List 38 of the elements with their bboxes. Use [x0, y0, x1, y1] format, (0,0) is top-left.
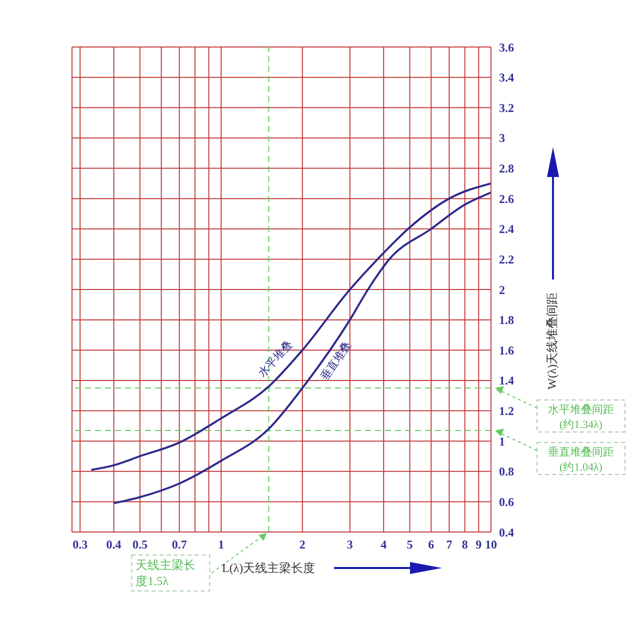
y-tick-label: 1.4: [499, 374, 514, 388]
ref-line-label: 水平堆叠间距(约1.34λ): [548, 403, 614, 432]
y-tick-label: 1: [499, 434, 505, 448]
y-tick-label: 2: [499, 282, 505, 297]
y-tick-label: 1.2: [499, 404, 514, 418]
x-tick-label: 6: [428, 538, 434, 552]
y-tick-label: 0.4: [499, 525, 514, 540]
x-tick-label: 8: [462, 538, 468, 552]
x-tick-label: 2: [299, 538, 306, 552]
x-tick-label: 4: [380, 538, 387, 552]
x-tick-label: 0.4: [106, 538, 122, 552]
y-tick-label: 0.8: [499, 464, 514, 479]
x-tick-label: 1: [218, 538, 224, 552]
x-tick-label: 9: [476, 538, 482, 552]
y-tick-label: 3.2: [499, 100, 514, 115]
y-tick-label: 0.6: [499, 494, 514, 509]
y-tick-label: 1.8: [499, 313, 514, 328]
y-tick-label: 2.4: [499, 222, 514, 236]
ref-line-label: 天线主梁长度1.5λ: [136, 558, 196, 588]
x-tick-label: 0.5: [132, 538, 148, 552]
y-tick-label: 3.4: [499, 70, 514, 85]
text: 水平堆叠: [256, 338, 296, 380]
y-tick-label: 2.8: [499, 162, 514, 176]
y-tick-label: 2.2: [499, 252, 514, 266]
y-tick-label: 1.6: [499, 343, 514, 358]
x-axis-title: L(λ)天线主梁长度: [222, 561, 316, 575]
text: 垂直堆叠: [318, 339, 354, 383]
x-tick-label: 7: [446, 538, 452, 552]
y-axis-title: W(λ)天线堆叠间距: [544, 292, 559, 390]
y-tick-label: 3: [499, 131, 505, 146]
x-tick-label: 10: [485, 538, 497, 552]
x-tick-label: 0.7: [172, 538, 187, 552]
y-tick-label: 2.6: [499, 192, 514, 206]
ref-line-label: 垂直堆叠间距(约1.04λ): [548, 445, 614, 474]
y-tick-label: 3.6: [499, 40, 514, 54]
x-tick-label: 0.3: [72, 538, 88, 552]
x-tick-label: 5: [406, 538, 413, 552]
x-tick-label: 3: [346, 538, 353, 552]
